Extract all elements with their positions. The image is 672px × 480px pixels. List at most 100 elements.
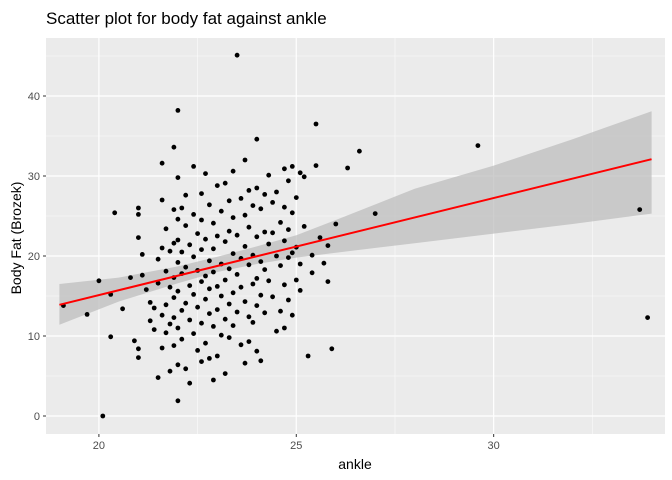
data-point [274, 328, 279, 334]
data-point [96, 278, 102, 284]
data-point [274, 253, 279, 259]
data-point [242, 299, 248, 304]
y-tick-label: 40 [28, 91, 40, 103]
data-point [289, 250, 295, 256]
data-point [183, 300, 189, 306]
data-point [203, 273, 208, 279]
data-point [262, 229, 268, 235]
data-point [159, 312, 165, 318]
data-point [282, 282, 287, 288]
data-point [270, 230, 275, 236]
data-point [191, 254, 197, 260]
data-point [242, 157, 248, 163]
data-point [266, 172, 272, 178]
data-point [199, 359, 204, 364]
data-point [282, 166, 287, 172]
data-point [250, 203, 256, 209]
data-point [203, 171, 208, 177]
data-point [171, 343, 177, 348]
data-point [84, 312, 90, 317]
x-tick-label: 25 [290, 440, 302, 452]
data-point [313, 163, 319, 169]
data-point [128, 275, 133, 280]
data-point [112, 210, 118, 216]
data-point [325, 279, 331, 284]
data-point [175, 237, 181, 243]
data-point [250, 281, 256, 287]
data-point [475, 143, 481, 149]
data-point [313, 121, 319, 127]
data-point [254, 348, 260, 354]
data-point [230, 168, 236, 174]
data-point [226, 198, 232, 204]
data-point [278, 263, 283, 268]
data-point [136, 235, 141, 241]
data-point [171, 240, 177, 246]
data-point [214, 307, 220, 312]
data-point [266, 278, 272, 284]
major-gridlines [46, 38, 665, 434]
data-point [297, 261, 303, 267]
data-point [242, 360, 248, 366]
data-point [230, 323, 236, 328]
data-point [645, 315, 650, 320]
data-point [234, 309, 240, 315]
data-point [258, 292, 264, 298]
data-point [218, 293, 224, 299]
data-point [214, 353, 220, 359]
y-tick-label: 20 [28, 251, 40, 263]
data-point [139, 252, 145, 257]
data-point [195, 348, 201, 353]
y-tick-label: 0 [34, 411, 40, 423]
data-point [167, 321, 173, 327]
data-point [167, 248, 173, 254]
data-point [147, 318, 153, 324]
data-point [203, 340, 208, 346]
data-point [286, 297, 291, 303]
data-point [195, 231, 201, 237]
data-point [199, 247, 204, 253]
data-point [321, 260, 327, 266]
data-point [226, 266, 232, 272]
data-point [187, 380, 193, 386]
data-point [222, 239, 228, 245]
data-point [211, 324, 216, 329]
data-point [199, 217, 204, 223]
data-point [136, 346, 141, 352]
data-point [246, 224, 252, 230]
data-point [301, 174, 307, 180]
data-point [238, 284, 244, 290]
data-point [258, 206, 264, 212]
confidence-band [59, 111, 652, 325]
data-point [159, 197, 165, 203]
data-point [100, 413, 106, 419]
data-point [238, 342, 244, 348]
data-point [191, 331, 197, 336]
data-point [333, 221, 339, 227]
data-point [211, 377, 216, 383]
data-point [254, 276, 260, 281]
data-point [218, 208, 224, 214]
data-point [183, 192, 189, 198]
data-point [234, 232, 240, 238]
data-point [155, 375, 161, 380]
data-point [238, 196, 244, 201]
data-point [175, 288, 181, 294]
data-point [286, 178, 291, 184]
data-point [246, 188, 252, 193]
data-point [317, 235, 323, 241]
data-point [175, 260, 181, 265]
data-point [246, 262, 252, 268]
data-point [226, 228, 232, 234]
data-point [183, 264, 189, 270]
data-point [167, 368, 173, 374]
chart-title: Scatter plot for body fat against ankle [46, 9, 327, 28]
data-point [222, 277, 228, 283]
data-point [254, 185, 260, 191]
data-point [289, 210, 295, 216]
data-point [250, 320, 256, 325]
data-point [211, 246, 216, 252]
data-point [325, 243, 331, 249]
data-point [301, 224, 307, 229]
data-point [175, 325, 181, 331]
